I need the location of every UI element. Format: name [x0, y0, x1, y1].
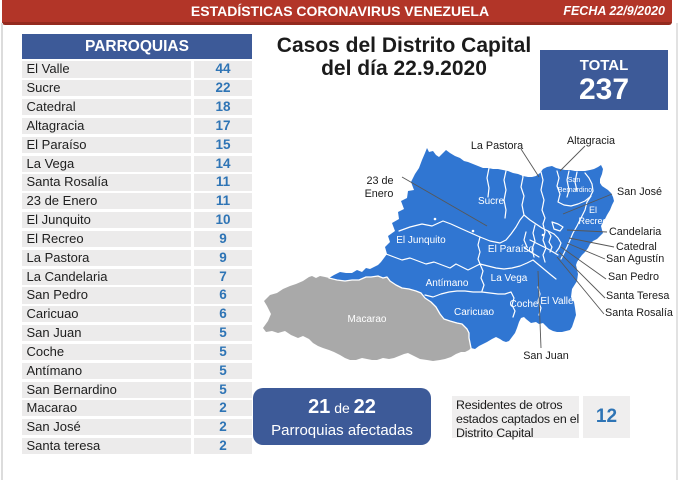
- svg-text:Catedral: Catedral: [616, 241, 657, 253]
- svg-text:Recreo: Recreo: [578, 216, 607, 226]
- svg-text:San Juan: San Juan: [523, 350, 569, 362]
- svg-text:El Junquito: El Junquito: [396, 235, 446, 246]
- svg-text:Caricuao: Caricuao: [454, 307, 494, 318]
- svg-text:Santa Teresa: Santa Teresa: [606, 290, 669, 302]
- svg-text:San José: San José: [617, 186, 662, 198]
- svg-text:San: San: [568, 177, 581, 184]
- svg-text:El Valle: El Valle: [540, 296, 574, 307]
- svg-text:Antímano: Antímano: [426, 278, 469, 289]
- svg-text:Macarao: Macarao: [348, 314, 387, 325]
- svg-text:San Agustín: San Agustín: [606, 253, 664, 265]
- svg-text:Enero: Enero: [365, 188, 394, 200]
- svg-text:23 de: 23 de: [366, 175, 393, 187]
- svg-text:Altagracia: Altagracia: [567, 135, 615, 147]
- svg-text:Candelaria: Candelaria: [609, 226, 661, 238]
- svg-text:Bernardino: Bernardino: [558, 187, 592, 194]
- svg-text:El: El: [589, 205, 597, 215]
- svg-text:Coche: Coche: [510, 299, 539, 310]
- svg-text:La Vega: La Vega: [491, 273, 528, 284]
- svg-text:Sucre: Sucre: [478, 196, 505, 207]
- svg-text:San Pedro: San Pedro: [608, 271, 659, 283]
- svg-text:La Pastora: La Pastora: [471, 140, 523, 152]
- svg-text:Santa Rosalía: Santa Rosalía: [605, 307, 673, 319]
- svg-text:El Paraíso: El Paraíso: [488, 244, 535, 255]
